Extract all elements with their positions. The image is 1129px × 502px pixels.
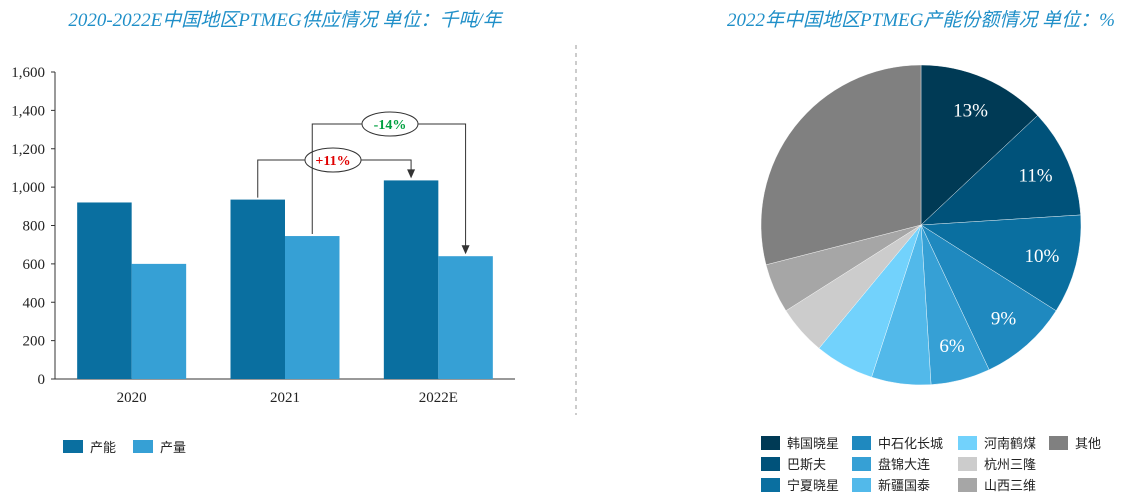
- y-tick-label: 400: [23, 295, 46, 311]
- bar-2022E-产量: [438, 256, 493, 379]
- bar-2021-产能: [230, 199, 285, 379]
- y-tick-label: 1,000: [11, 180, 45, 196]
- annotation-bubble: [361, 111, 419, 137]
- pie-slice-宁夏晓星: [920, 214, 1082, 312]
- legend-label: 山西三维: [984, 479, 1036, 494]
- y-tick-label: 0: [38, 372, 46, 388]
- annotation-label: -14%: [374, 118, 407, 133]
- legend-swatch: [958, 457, 977, 471]
- pie-label: 10%: [1024, 246, 1059, 267]
- legend-label: 盘锦大连: [878, 457, 930, 473]
- pie-label: 13%: [953, 100, 988, 121]
- legend-swatch: [63, 440, 83, 453]
- x-tick-label: 2021: [270, 390, 300, 406]
- annotation-label: +11%: [315, 154, 350, 169]
- legend-label: 河南鹤煤: [984, 436, 1036, 452]
- y-tick-label: 1,200: [11, 142, 45, 158]
- pie-label: 11%: [1018, 165, 1052, 186]
- x-tick-label: 2022E: [419, 390, 458, 406]
- legend-swatch: [133, 440, 153, 453]
- legend-swatch: [852, 436, 871, 450]
- y-tick-label: 1,600: [11, 65, 45, 81]
- x-tick-label: 2020: [117, 390, 147, 406]
- bar-2022E-产能: [383, 180, 439, 379]
- legend-label: 中石化长城: [878, 437, 943, 452]
- legend-label: 巴斯夫: [787, 458, 826, 473]
- pie-label: 6%: [939, 336, 965, 357]
- bar-2020-产能: [77, 202, 132, 379]
- legend-swatch: [852, 478, 871, 492]
- legend-swatch: [958, 436, 977, 450]
- legend-label: 杭州三隆: [984, 458, 1036, 473]
- pie-slice-其他: [760, 64, 922, 266]
- legend-swatch: [761, 436, 780, 450]
- pie-slice-中石化长城: [920, 224, 1057, 371]
- legend-label: 产量: [160, 441, 186, 456]
- legend-swatch: [1049, 436, 1068, 450]
- legend-label: 其他: [1075, 437, 1101, 452]
- pie-label: 9%: [991, 309, 1017, 330]
- bar-2020-产量: [131, 263, 187, 379]
- arrow-icon: [461, 245, 470, 255]
- y-tick-label: 1,400: [11, 103, 45, 119]
- y-tick-label: 200: [23, 334, 46, 350]
- pie-slice-巴斯夫: [920, 115, 1081, 226]
- legend-label: 新疆国泰: [878, 478, 930, 494]
- legend-label: 产能: [90, 441, 116, 456]
- y-tick-label: 800: [23, 219, 46, 235]
- bar-chart-title: 2020-2022E中国地区PTMEG供应情况 单位：千吨/年: [68, 9, 503, 31]
- arrow-icon: [407, 169, 416, 179]
- legend-swatch: [958, 478, 977, 492]
- legend-label: 宁夏晓星: [787, 478, 839, 494]
- annotation-bubble: [304, 147, 362, 173]
- y-tick-label: 600: [23, 257, 46, 273]
- pie-slice-韩国晓星: [920, 64, 1038, 226]
- legend-swatch: [852, 457, 871, 471]
- bar-2021-产量: [285, 236, 340, 379]
- legend-swatch: [761, 478, 780, 492]
- legend-label: 韩国晓星: [787, 437, 839, 452]
- pie-chart-title: 2022年中国地区PTMEG产能份额情况 单位：%: [727, 9, 1115, 31]
- legend-swatch: [761, 457, 780, 471]
